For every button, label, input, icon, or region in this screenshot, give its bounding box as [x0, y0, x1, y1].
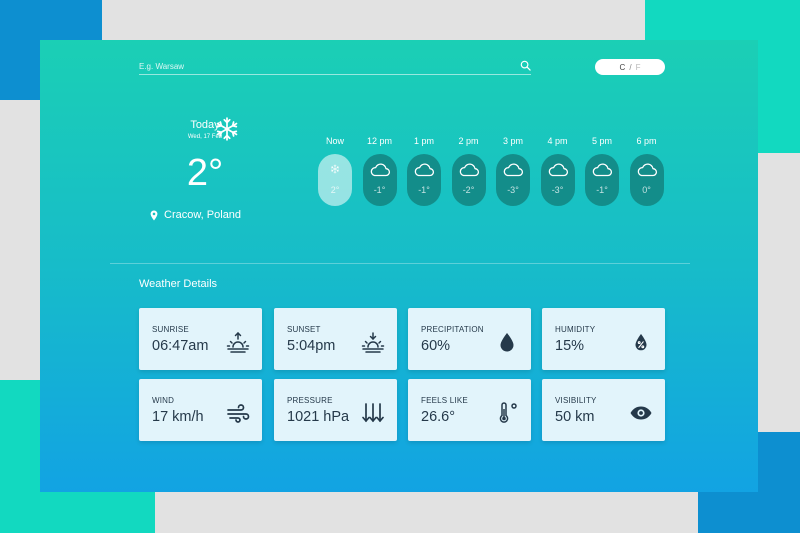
detail-card-visibility: VISIBILITY 50 km	[542, 379, 665, 441]
card-value: 15%	[555, 338, 585, 354]
humidity-icon	[635, 334, 647, 351]
eye-icon	[630, 406, 652, 420]
hour-time: 1 pm	[413, 136, 434, 146]
hour-pill[interactable]: -3°	[540, 154, 575, 206]
hour-time: 3 pm	[502, 136, 523, 146]
hour-pill[interactable]: -1°	[407, 154, 441, 206]
fahrenheit-option[interactable]: F	[635, 62, 641, 72]
snowflake-icon	[331, 164, 339, 174]
search-input[interactable]	[139, 60, 509, 73]
hour-pill[interactable]: 0°	[629, 154, 664, 206]
detail-card-precipitation: PRECIPITATION 60%	[408, 308, 531, 370]
hour-temperature: -1°	[373, 185, 386, 195]
hour-temperature: 0°	[642, 185, 651, 195]
snowflake-icon	[216, 117, 238, 141]
hour-pill[interactable]: -1°	[362, 154, 397, 206]
card-label: FEELS LIKE	[421, 396, 468, 405]
hour-time: 5 pm	[591, 136, 612, 146]
cloud-icon	[592, 163, 612, 177]
weather-app-window: C / F Today Wed, 17 Feb 2° Cracow, Polan…	[40, 40, 758, 492]
hour-pill[interactable]: 2°	[318, 154, 352, 206]
today-label: Today	[190, 119, 220, 131]
sunset-icon	[361, 332, 385, 353]
hour-temperature: -1°	[596, 185, 608, 195]
celsius-option[interactable]: C	[619, 62, 626, 72]
detail-card-sunset: SUNSET 5:04pm	[274, 308, 397, 370]
card-value: 50 km	[555, 409, 595, 425]
hour-temperature: -1°	[418, 185, 430, 195]
hour-temperature: -3°	[507, 185, 519, 195]
detail-card-humidity: HUMIDITY 15%	[542, 308, 665, 370]
card-value: 26.6°	[421, 409, 456, 425]
card-label: SUNSET	[287, 325, 321, 334]
hour-pill[interactable]: -2°	[451, 154, 486, 206]
cloud-icon	[414, 163, 434, 177]
detail-card-sunrise: SUNRISE 06:47am	[139, 308, 262, 370]
hour-temperature: -3°	[551, 185, 564, 195]
sunrise-icon	[226, 331, 250, 353]
location: Cracow, Poland	[150, 209, 270, 221]
detail-card-wind: WIND 17 km/h	[139, 379, 262, 441]
card-label: SUNRISE	[152, 325, 189, 334]
card-label: PRESSURE	[287, 396, 333, 405]
cloud-icon	[459, 163, 479, 177]
hour-time: 6 pm	[636, 136, 657, 146]
card-value: 5:04pm	[287, 338, 336, 354]
hour-pill[interactable]: -3°	[496, 154, 530, 206]
hour-time: 2 pm	[458, 136, 479, 146]
cloud-icon	[503, 163, 523, 177]
cloud-icon	[548, 163, 568, 177]
hour-temperature: -2°	[462, 185, 475, 195]
today-date: Wed, 17 Feb	[187, 134, 223, 140]
hour-time: 4 pm	[547, 136, 568, 146]
card-value: 1021 hPa	[287, 409, 350, 425]
search-icon[interactable]	[520, 60, 531, 71]
raindrop-icon	[500, 333, 514, 352]
section-divider	[110, 263, 690, 264]
card-label: WIND	[152, 396, 175, 405]
location-name: Cracow, Poland	[164, 209, 242, 221]
hour-time: Now	[325, 136, 344, 146]
detail-card-pressure: PRESSURE 1021 hPa	[274, 379, 397, 441]
current-temperature: 2°	[186, 152, 224, 194]
hour-pill[interactable]: -1°	[585, 154, 619, 206]
thermometer-icon	[499, 402, 517, 423]
card-value: 06:47am	[152, 338, 209, 354]
card-label: PRECIPITATION	[421, 325, 484, 334]
unit-separator: /	[629, 62, 632, 72]
pressure-icon	[362, 403, 384, 423]
card-label: VISIBILITY	[555, 396, 597, 405]
unit-toggle[interactable]: C / F	[595, 59, 665, 75]
location-pin-icon	[150, 210, 158, 220]
search-bar	[139, 60, 531, 75]
wind-icon	[227, 404, 250, 423]
weather-details-title: Weather Details	[139, 278, 218, 290]
card-value: 60%	[421, 338, 451, 354]
card-value: 17 km/h	[152, 409, 204, 425]
card-label: HUMIDITY	[555, 325, 596, 334]
hour-temperature: 2°	[330, 185, 340, 195]
detail-card-feels-like: FEELS LIKE 26.6°	[408, 379, 531, 441]
cloud-icon	[370, 163, 390, 177]
cloud-icon	[637, 163, 657, 177]
hour-time: 12 pm	[366, 136, 392, 146]
